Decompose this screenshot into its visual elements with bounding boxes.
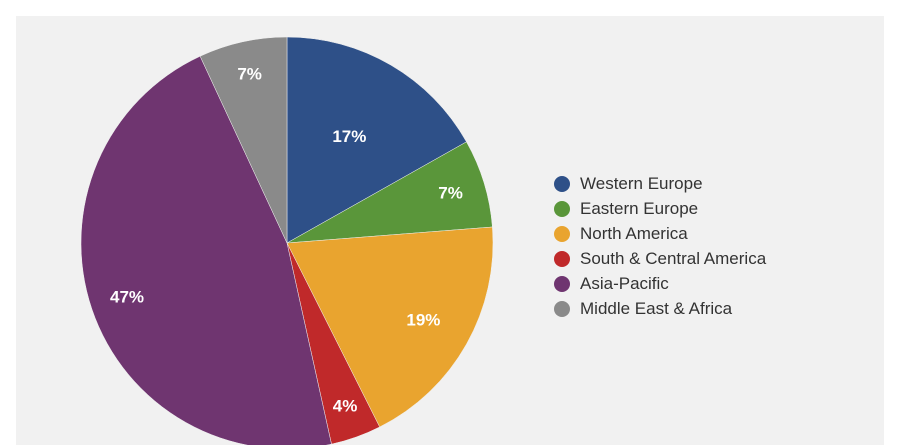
legend-swatch-icon [554, 250, 570, 267]
legend-swatch-icon [554, 175, 570, 192]
pie-slice-5 [199, 36, 288, 244]
legend-item-2: North America [554, 221, 766, 246]
legend-item-4: Asia-Pacific [554, 271, 766, 296]
pie-slice-4 [80, 55, 332, 445]
pie-slice-0 [286, 36, 467, 244]
chart-legend: Western Europe Eastern Europe North Americ… [554, 171, 766, 321]
slice-label-2: 19% [406, 310, 440, 329]
slice-label-0: 17% [332, 127, 366, 146]
legend-item-0: Western Europe [554, 171, 766, 196]
legend-item-5: Middle East & Africa [554, 296, 766, 321]
legend-label: North America [580, 223, 688, 243]
slice-label-3: 4% [333, 397, 358, 416]
legend-item-3: South & Central America [554, 246, 766, 271]
legend-label: Western Europe [580, 173, 703, 193]
legend-label: Asia-Pacific [580, 273, 669, 293]
legend-swatch-icon [554, 300, 570, 317]
legend-swatch-icon [554, 225, 570, 242]
legend-swatch-icon [554, 275, 570, 292]
legend-item-1: Eastern Europe [554, 196, 766, 221]
pie-slice-2 [286, 226, 494, 428]
legend-label: Eastern Europe [580, 198, 699, 218]
slice-label-4: 47% [110, 288, 144, 307]
slice-label-1: 7% [438, 184, 463, 203]
legend-label: South & Central America [580, 248, 767, 268]
legend-label: Middle East & Africa [580, 298, 733, 318]
slice-label-5: 7% [237, 65, 262, 84]
legend-swatch-icon [554, 200, 570, 217]
